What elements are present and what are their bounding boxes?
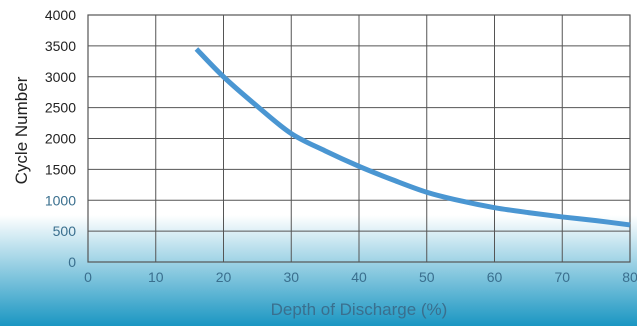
y-tick-label-0: 0 [68,254,76,270]
x-tick-label-60: 60 [487,269,503,285]
plot-area-border [87,14,631,263]
y-tick-label-3000: 3000 [45,69,76,85]
x-tick-labels: 0 10 20 30 40 50 60 70 80 [84,269,637,285]
y-tick-label-1500: 1500 [45,161,76,177]
x-tick-label-20: 20 [216,269,232,285]
x-tick-label-40: 40 [351,269,367,285]
y-tick-labels: 0 500 1000 1500 2000 2500 3000 3500 4000 [45,7,76,270]
series-line-0 [194,47,631,228]
x-tick-label-30: 30 [283,269,299,285]
y-tick-label-2000: 2000 [45,131,76,147]
y-tick-label-4000: 4000 [45,7,76,23]
y-tick-label-3500: 3500 [45,38,76,54]
x-tick-label-80: 80 [622,269,637,285]
x-tick-label-10: 10 [148,269,164,285]
x-tick-label-50: 50 [419,269,435,285]
series-layer [194,47,631,228]
y-tick-label-500: 500 [53,223,77,239]
x-axis-label: Depth of Discharge (%) [271,300,448,319]
y-axis-label: Cycle Number [12,76,31,184]
y-tick-label-2500: 2500 [45,100,76,116]
plot-frame [87,14,631,263]
x-tick-label-70: 70 [554,269,570,285]
y-tick-label-1000: 1000 [45,192,76,208]
x-tick-label-0: 0 [84,269,92,285]
